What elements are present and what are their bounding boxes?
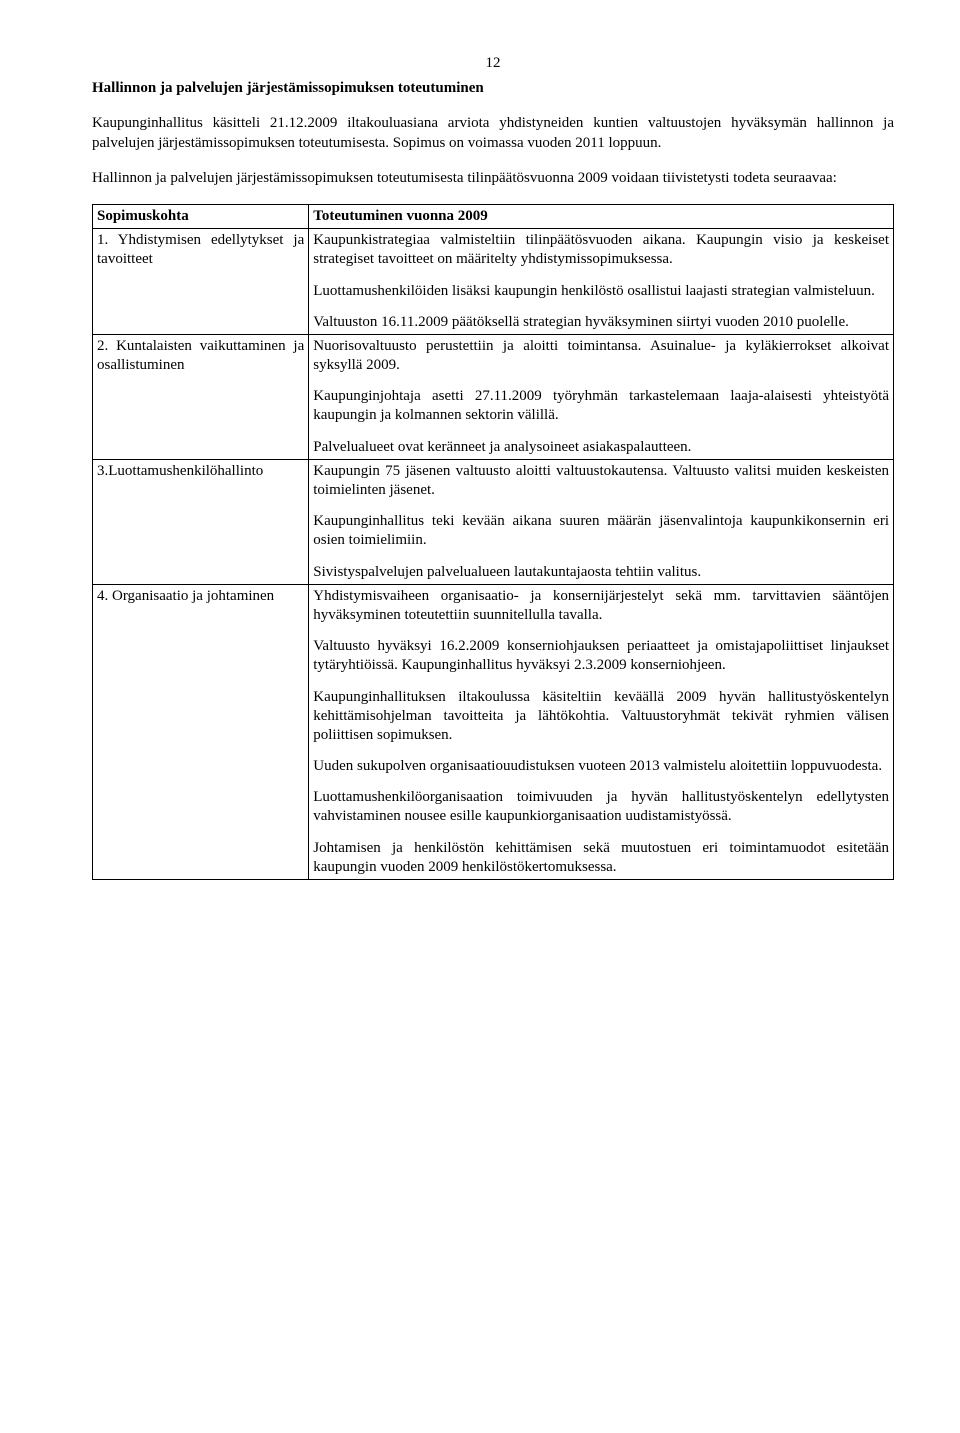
row-right-para: Uuden sukupolven organisaatiouudistuksen… — [313, 757, 889, 776]
page-number: 12 — [92, 54, 894, 73]
row-right-para: Kaupunginhallituksen iltakoulussa käsite… — [313, 688, 889, 746]
row-right-para: Luottamushenkilöiden lisäksi kaupungin h… — [313, 282, 889, 301]
agreement-table: Sopimuskohta Toteutuminen vuonna 2009 1.… — [92, 204, 894, 880]
row-right-para: Sivistyspalvelujen palvelualueen lautaku… — [313, 563, 889, 582]
intro-paragraph-2: Hallinnon ja palvelujen järjestämissopim… — [92, 169, 894, 188]
row-right: Kaupunkistrategiaa valmisteltiin tilinpä… — [309, 229, 894, 335]
row-right: Kaupungin 75 jäsenen valtuusto aloitti v… — [309, 459, 894, 584]
header-right: Toteutuminen vuonna 2009 — [309, 204, 894, 228]
table-row: 1. Yhdistymisen edellytykset ja tavoitte… — [93, 229, 894, 335]
row-left: 1. Yhdistymisen edellytykset ja tavoitte… — [93, 229, 309, 335]
table-row: 2. Kuntalaisten vaikuttaminen ja osallis… — [93, 334, 894, 459]
row-right-para: Valtuusto hyväksyi 16.2.2009 konserniohj… — [313, 637, 889, 675]
row-left: 2. Kuntalaisten vaikuttaminen ja osallis… — [93, 334, 309, 459]
row-right-para: Nuorisovaltuusto perustettiin ja aloitti… — [313, 337, 889, 375]
row-right-para: Yhdistymisvaiheen organisaatio- ja konse… — [313, 587, 889, 625]
header-left: Sopimuskohta — [93, 204, 309, 228]
table-row: 4. Organisaatio ja johtaminen Yhdistymis… — [93, 584, 894, 879]
row-right-para: Luottamushenkilöorganisaation toimivuude… — [313, 788, 889, 826]
row-left: 4. Organisaatio ja johtaminen — [93, 584, 309, 879]
row-right: Nuorisovaltuusto perustettiin ja aloitti… — [309, 334, 894, 459]
row-right: Yhdistymisvaiheen organisaatio- ja konse… — [309, 584, 894, 879]
row-right-para: Kaupunkistrategiaa valmisteltiin tilinpä… — [313, 231, 889, 269]
row-right-para: Kaupunginjohtaja asetti 27.11.2009 työry… — [313, 387, 889, 425]
table-header-row: Sopimuskohta Toteutuminen vuonna 2009 — [93, 204, 894, 228]
row-right-para: Kaupungin 75 jäsenen valtuusto aloitti v… — [313, 462, 889, 500]
section-heading: Hallinnon ja palvelujen järjestämissopim… — [92, 79, 894, 98]
intro-paragraph-1: Kaupunginhallitus käsitteli 21.12.2009 i… — [92, 114, 894, 152]
row-right-para: Palvelualueet ovat keränneet ja analysoi… — [313, 438, 889, 457]
row-left: 3.Luottamushenkilöhallinto — [93, 459, 309, 584]
table-row: 3.Luottamushenkilöhallinto Kaupungin 75 … — [93, 459, 894, 584]
row-right-para: Johtamisen ja henkilöstön kehittämisen s… — [313, 839, 889, 877]
row-right-para: Kaupunginhallitus teki kevään aikana suu… — [313, 512, 889, 550]
row-right-para: Valtuuston 16.11.2009 päätöksellä strate… — [313, 313, 889, 332]
